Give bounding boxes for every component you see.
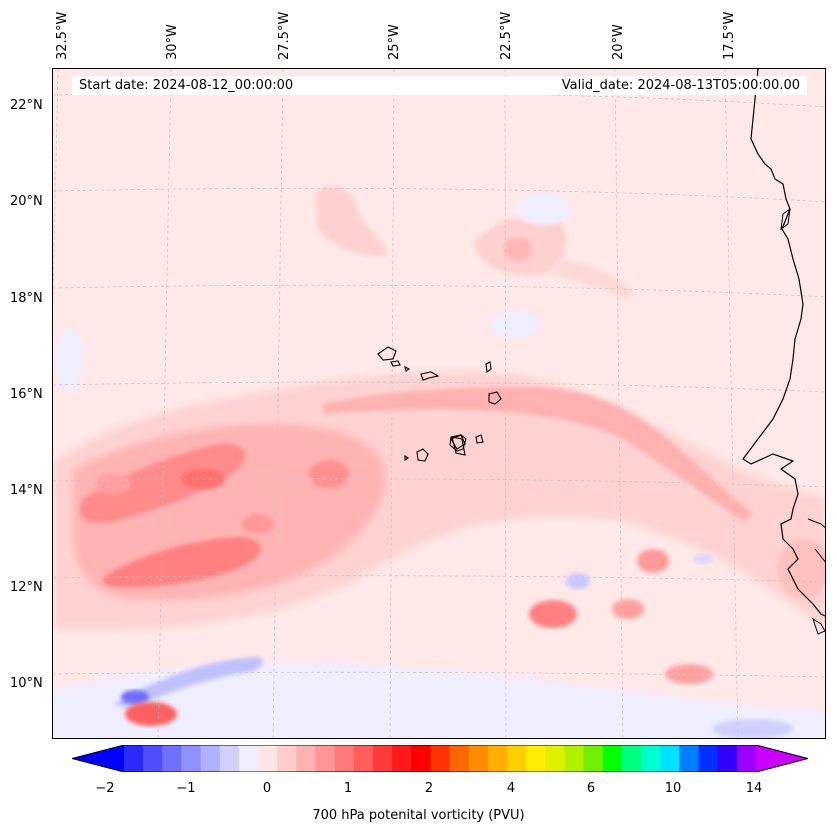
colorbar-swatch	[526, 745, 546, 772]
pv-south-core-6	[777, 539, 825, 599]
lat-label-18n: 18°N	[10, 291, 43, 306]
colorbar-tick-label: −1	[176, 781, 196, 796]
colorbar-swatch	[717, 745, 738, 772]
map-panel	[52, 68, 826, 739]
lat-label-10n: 10°N	[10, 676, 43, 691]
africa-coastline-inner	[780, 207, 825, 635]
colorbar-swatch	[315, 745, 336, 772]
lat-label-20n: 20°N	[10, 194, 43, 209]
africa-coastline	[742, 69, 825, 617]
pv-neg-north	[515, 193, 571, 225]
start-date-label: Start date: 2024-08-12_00:00:00	[79, 78, 294, 93]
pv-south-core-1	[125, 702, 177, 726]
pv-neg-south-band	[53, 662, 825, 738]
colorbar-swatch	[583, 745, 604, 772]
colorbar-tick-label: −2	[95, 781, 115, 796]
pv-south-core-2	[529, 600, 577, 628]
pv-neg-spot-1	[566, 573, 590, 589]
colorbar-swatch	[679, 745, 700, 772]
lon-label-25w: 25°W	[387, 24, 402, 60]
colorbar-swatch	[200, 745, 221, 772]
lon-label-30w: 30°W	[165, 24, 180, 60]
colorbar-swatch	[545, 745, 565, 772]
colorbar-swatch	[277, 745, 297, 772]
lon-label-17-5w: 17.5°W	[722, 11, 737, 60]
lon-label-27-5w: 27.5°W	[277, 11, 292, 60]
colorbar-swatch	[411, 745, 431, 772]
colorbar-swatch	[334, 745, 355, 772]
colorbar-title: 700 hPa potenital vorticity (PVU)	[312, 808, 525, 823]
pv-neg-spot-2	[693, 554, 713, 564]
pv-core-patch-3	[95, 474, 131, 494]
colorbar-swatch	[430, 745, 451, 772]
pv-neg-filament	[113, 657, 264, 709]
lat-label-22n: 22°N	[10, 98, 43, 113]
pv-band-mid-arc	[323, 387, 753, 521]
pv-north-blob-1	[315, 186, 388, 257]
colorbar-tick-label: 1	[343, 781, 353, 796]
colorbar-swatch	[736, 745, 757, 772]
pv-core-patch-1	[309, 460, 349, 488]
pv-south-core-5	[665, 664, 713, 684]
lon-label-20w: 20°W	[611, 24, 626, 60]
colorbar-swatch	[564, 745, 585, 772]
pv-neg-se	[713, 719, 793, 738]
pv-field-map	[53, 69, 825, 738]
colorbar-tick-label: 6	[586, 781, 596, 796]
colorbar-swatch	[124, 745, 144, 772]
colorbar-tick-label: 4	[506, 781, 516, 796]
cape-verde-islands	[377, 346, 502, 462]
colorbar-swatch	[621, 745, 642, 772]
colorbar-swatch	[392, 745, 412, 772]
colorbar-swatch	[487, 745, 508, 772]
colorbar-tick-label: 10	[664, 781, 682, 796]
colorbar-tick-label: 14	[745, 781, 763, 796]
colorbar-swatch	[162, 745, 182, 772]
pv-core-south	[103, 537, 261, 587]
colorbar-swatch	[449, 745, 470, 772]
colorbar-swatch	[181, 745, 202, 772]
pv-south-core-3	[637, 549, 669, 573]
pv-neg-mid	[490, 310, 540, 338]
lat-label-16n: 16°N	[10, 387, 43, 402]
colorbar-tick-label: 2	[424, 781, 434, 796]
colorbar-swatch	[143, 745, 163, 772]
colorbar-swatch	[641, 745, 661, 772]
lon-label-22-5w: 22.5°W	[499, 11, 514, 60]
colorbar-extend-min	[72, 745, 124, 772]
lon-label-32-5w: 32.5°W	[55, 11, 70, 60]
colorbar-swatch	[258, 745, 278, 772]
colorbar-extend-max	[756, 745, 808, 772]
colorbar-swatch	[238, 745, 259, 772]
date-header-box	[72, 76, 807, 95]
colorbar-swatch	[468, 745, 489, 772]
lat-label-12n: 12°N	[10, 580, 43, 595]
pv-south-core-4	[612, 599, 644, 619]
colorbar	[72, 745, 808, 772]
colorbar-swatch	[602, 745, 623, 772]
pv-core-north	[79, 443, 246, 523]
pv-north-core	[504, 237, 532, 261]
colorbar-tick-label: 0	[262, 781, 272, 796]
colorbar-swatch	[507, 745, 527, 772]
graticule	[53, 69, 825, 738]
pv-neg-core	[121, 690, 149, 704]
colorbar-swatch	[698, 745, 719, 772]
colorbar-swatch	[219, 745, 240, 772]
colorbar-swatch	[296, 745, 317, 772]
colorbar-swatch	[353, 745, 374, 772]
valid-date-label: Valid_date: 2024-08-13T05:00:00.00	[561, 78, 800, 93]
pv-neg-west	[55, 327, 83, 391]
pv-core-patch-2	[242, 514, 274, 534]
colorbar-swatch	[660, 745, 680, 772]
colorbar-swatch	[372, 745, 393, 772]
lat-label-14n: 14°N	[10, 483, 43, 498]
